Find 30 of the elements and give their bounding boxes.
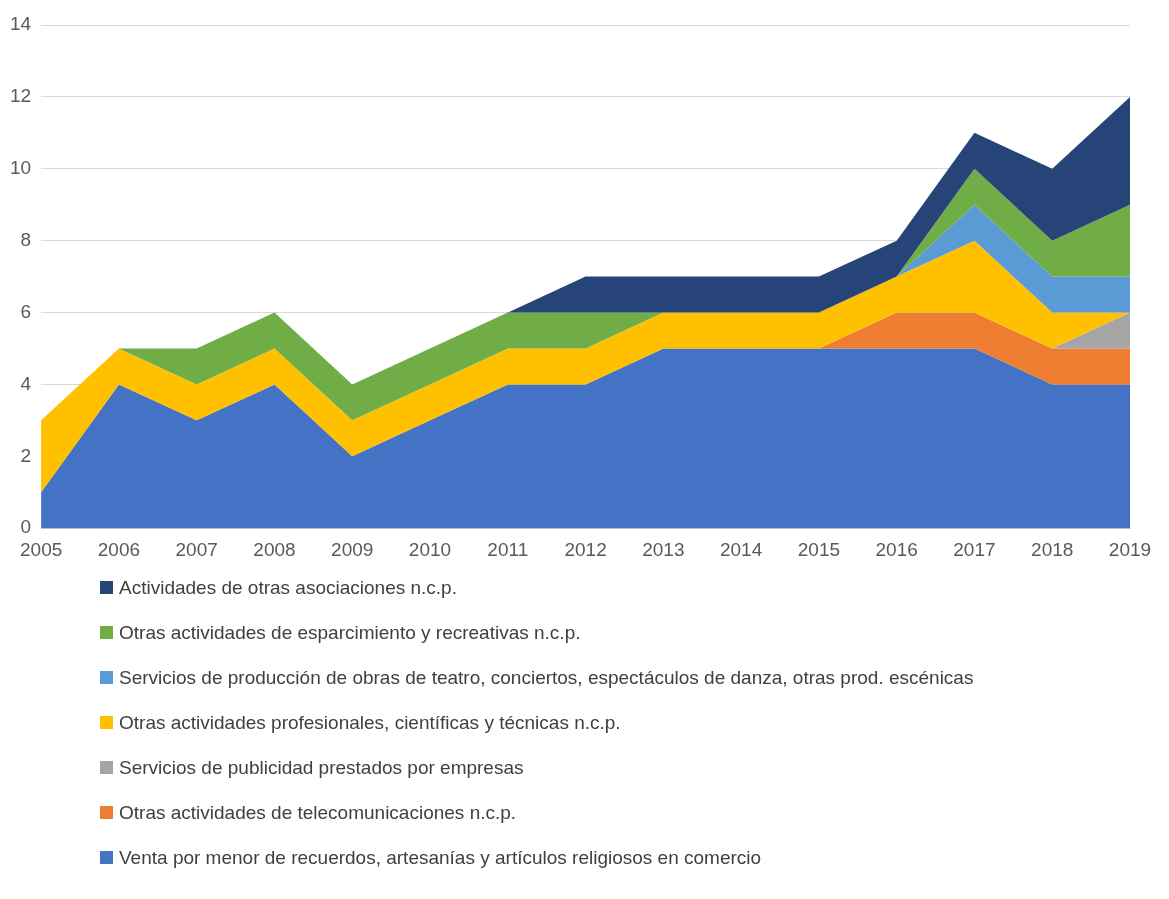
x-tick-label: 2006 (97, 538, 141, 560)
x-tick-label: 2007 (175, 538, 218, 560)
y-tick-label: 2 (20, 444, 32, 466)
y-tick-label: 0 (20, 516, 32, 538)
x-tick-label: 2018 (1031, 538, 1074, 560)
x-tick-label: 2011 (487, 538, 529, 560)
legend-label: Otras actividades profesionales, científicas y técnicas n.c.p. (119, 711, 621, 734)
y-tick-label: 8 (20, 228, 32, 250)
legend-label: Servicios de publicidad prestados por empresas (119, 756, 524, 779)
y-tick-label: 14 (9, 13, 32, 35)
x-tick-label: 2009 (331, 538, 374, 560)
x-tick-label: 2012 (564, 538, 607, 560)
x-tick-label: 2013 (642, 538, 685, 560)
x-tick-label: 2017 (953, 538, 996, 560)
legend-label: Venta por menor de recuerdos, artesanías y artículos religiosos en comercio (119, 846, 762, 869)
x-tick-label: 2005 (19, 538, 63, 560)
y-tick-label: 10 (9, 157, 32, 179)
x-tick-label: 2008 (253, 538, 296, 560)
legend-label: Otras actividades de telecomunicaciones n.c.p. (119, 801, 517, 824)
x-tick-label: 2016 (875, 538, 918, 560)
y-tick-label: 4 (20, 372, 32, 394)
x-tick-label: 2014 (719, 538, 763, 560)
legend-label: Otras actividades de esparcimiento y recreativas n.c.p. (119, 621, 581, 644)
x-tick-label: 2010 (408, 538, 452, 560)
x-tick-label: 2015 (797, 538, 841, 560)
y-tick-label: 12 (9, 85, 32, 107)
y-tick-label: 6 (20, 300, 32, 322)
legend-label: Actividades de otras asociaciones n.c.p. (119, 576, 457, 599)
x-tick-label: 2019 (1108, 538, 1152, 560)
legend-label: Servicios de producción de obras de teatro, conciertos, espectáculos de danza, otras prod. escénicas (119, 666, 974, 689)
